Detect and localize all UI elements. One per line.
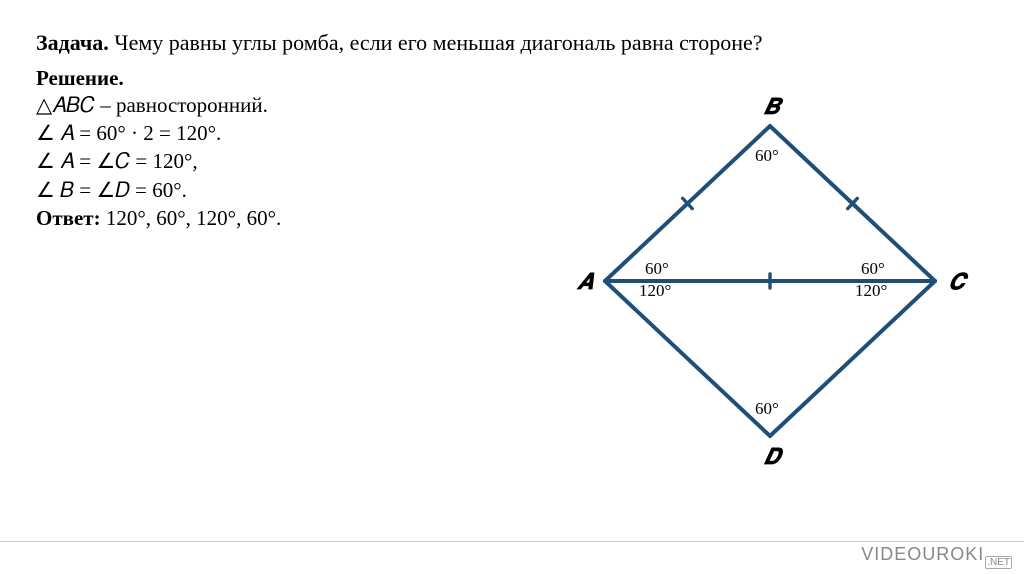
svg-text:120°: 120° [855,281,887,300]
problem-text: Чему равны углы ромба, если его меньшая … [114,30,762,55]
svg-text:60°: 60° [645,259,669,278]
rhombus-diagram: 𝑨 𝑩 𝑪 𝑫 60° 60° 60° 120° 120° 60° [555,86,985,486]
watermark: VIDEOUROKI.NET [861,544,1012,568]
svg-text:60°: 60° [861,259,885,278]
svg-text:𝑪: 𝑪 [949,269,969,294]
answer-label: Ответ: [36,206,101,230]
problem-label: Задача. [36,30,109,55]
svg-text:60°: 60° [755,399,779,418]
answer-text: 120°, 60°, 120°, 60°. [106,206,281,230]
problem-statement: Задача. Чему равны углы ромба, если его … [36,28,988,58]
svg-text:𝑫: 𝑫 [763,444,784,469]
svg-text:𝑩: 𝑩 [763,94,784,119]
footer-divider [0,541,1024,542]
svg-text:120°: 120° [639,281,671,300]
svg-text:𝑨: 𝑨 [576,269,595,294]
svg-text:60°: 60° [755,146,779,165]
